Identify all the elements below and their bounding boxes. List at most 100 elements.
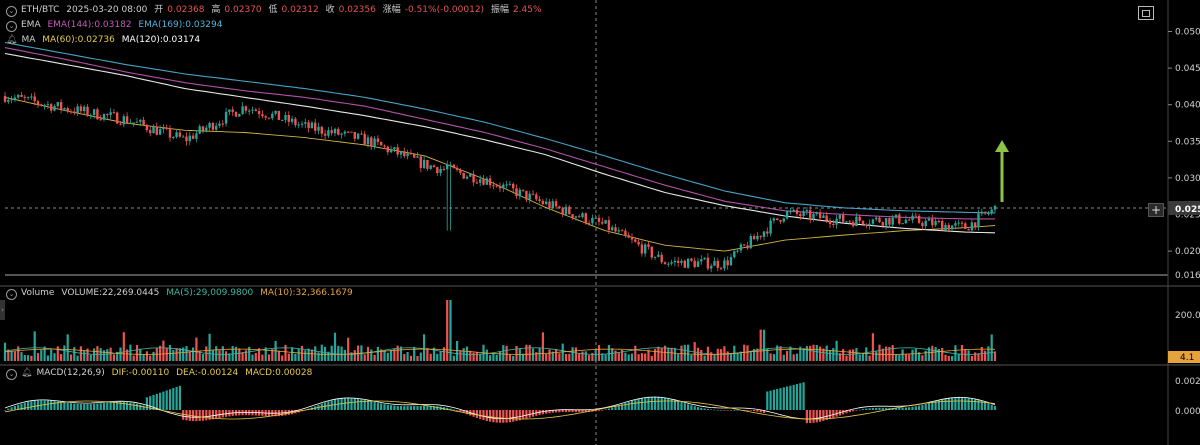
macd-histogram-bar [175, 386, 178, 410]
candle-body [736, 250, 739, 252]
candle-body [706, 257, 710, 269]
candle-body [502, 184, 505, 189]
candle-body [442, 168, 446, 170]
candle-body [33, 96, 36, 102]
macd-histogram-bar [3, 410, 7, 411]
macd-histogram-bar [446, 407, 449, 410]
bell-icon[interactable]: 🔔︎ [21, 368, 33, 378]
volume-bar [201, 353, 205, 361]
volume-bar [541, 332, 544, 361]
volume-bar [878, 344, 881, 361]
volume-bar [743, 344, 746, 361]
macd-histogram-bar [456, 410, 459, 411]
volume-bar [525, 344, 528, 361]
macd-histogram-bar [373, 401, 376, 410]
macd-histogram-bar [944, 398, 947, 410]
volume-bar [690, 354, 693, 361]
fullscreen-icon[interactable] [1138, 6, 1154, 20]
macd-histogram-bar [502, 410, 505, 423]
candle-body [396, 147, 399, 155]
chevron-down-icon[interactable]: ⌄ [6, 21, 17, 32]
close-value: 0.02356 [338, 5, 376, 15]
volume-bar [640, 353, 643, 361]
macd-histogram-bar [129, 402, 132, 410]
volume-bar [264, 347, 267, 361]
macd-histogram-bar [390, 405, 393, 410]
volume-bar [918, 352, 921, 361]
chevron-down-icon[interactable]: ⌄ [6, 289, 17, 300]
volume-bar [304, 350, 307, 361]
macd-histogram-bar [541, 410, 544, 415]
bell-icon[interactable]: 🔔︎ [6, 35, 18, 45]
volume-bar [211, 349, 214, 361]
volume-bar [571, 347, 574, 361]
volume-bar [782, 354, 785, 361]
candle-body [670, 262, 673, 264]
volume-bar [426, 347, 429, 361]
macd-histogram-bar [525, 410, 528, 419]
volume-bar [578, 353, 581, 361]
macd-histogram-bar [720, 409, 723, 411]
volume-bar [858, 354, 861, 361]
candle-body [637, 241, 640, 245]
macd-histogram-bar [56, 401, 59, 410]
candle-body [871, 219, 875, 224]
macd-histogram-bar [993, 405, 997, 410]
candle-body [809, 210, 812, 220]
macd-histogram-bar [951, 397, 954, 410]
volume-bar [168, 344, 172, 361]
volume-bar [370, 349, 373, 361]
pane-resize-handle[interactable]: › [0, 300, 5, 320]
macd-histogram-bar [475, 410, 478, 418]
current-price-label: 0.025 [1175, 205, 1200, 215]
macd-histogram-bar [462, 410, 465, 413]
volume-bar [555, 348, 558, 361]
candle-body [208, 123, 211, 128]
candle-body [822, 215, 825, 219]
candle-body [574, 216, 578, 218]
macd-histogram-bar [423, 405, 426, 410]
volume-bar [984, 350, 987, 361]
macd-histogram-bar [218, 410, 221, 419]
chevron-down-icon[interactable]: ⌄ [6, 6, 17, 17]
volume-bar [868, 355, 871, 361]
candle-body [36, 101, 40, 105]
volume-bar [192, 347, 195, 361]
volume-bar [254, 352, 257, 361]
volume-bar [386, 352, 389, 361]
volume-bar [442, 347, 445, 361]
macd-histogram-bar [380, 403, 383, 410]
macd-histogram-bar [630, 400, 634, 410]
candle-body [277, 110, 281, 120]
candle-body [340, 133, 343, 135]
macd-histogram-bar [122, 401, 125, 410]
candle-body [719, 267, 723, 269]
candle-body [462, 172, 465, 179]
candle-body [320, 126, 323, 134]
macd-histogram-bar [584, 410, 587, 413]
volume-bar [102, 350, 106, 361]
macd-histogram-bar [465, 410, 469, 415]
macd-histogram-bar [931, 402, 934, 410]
candle-body [267, 117, 271, 119]
candle-body [333, 128, 337, 134]
candle-body [492, 185, 495, 187]
macd-histogram-bar [957, 397, 960, 410]
candle-body [149, 130, 152, 134]
volume-bar [116, 351, 119, 361]
macd-histogram-bar [660, 397, 663, 410]
candle-body [795, 209, 799, 214]
macd-histogram-bar [353, 398, 356, 410]
macd-histogram-bar [673, 400, 676, 410]
candle-body [66, 108, 69, 112]
candle-body [297, 124, 300, 126]
volume-bar [489, 355, 492, 361]
candle-body [878, 217, 881, 223]
chevron-down-icon[interactable]: ⌄ [6, 369, 17, 380]
plus-icon[interactable]: + [1148, 203, 1164, 217]
candle-body [416, 156, 419, 158]
candle-body [505, 184, 508, 186]
volume-bar [241, 352, 244, 361]
candle-body [191, 135, 195, 139]
